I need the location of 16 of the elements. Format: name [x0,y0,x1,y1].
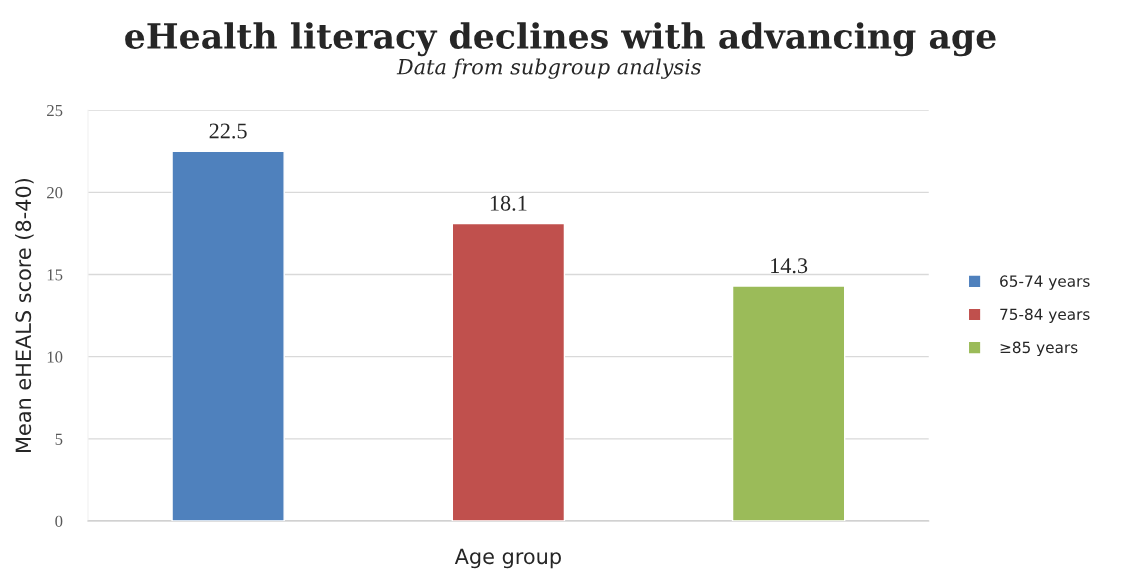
chart-title: eHealth literacy declines with advancing age [125,22,996,57]
y-tick-label: 15 [47,269,63,281]
y-tick-label: 0 [55,515,63,527]
legend-label: 75-84 years [1000,308,1090,323]
y-tick-label: 25 [47,104,63,117]
y-tick-label: 20 [47,187,63,199]
legend-label: ≥85 years [1000,341,1078,357]
y-tick-label: 5 [55,433,63,445]
data-label: 14.3 [771,258,808,274]
y-axis-title: Mean eHEALS score (8-40) [15,178,34,452]
x-axis-title: Age group [454,548,561,569]
y-tick-label: 10 [47,351,63,363]
data-label: 18.1 [490,195,527,211]
chart-subtitle: Data from subgroup analysis [396,58,701,79]
legend-label: 65-74 years [1000,275,1090,290]
data-label: 22.5 [209,123,247,139]
